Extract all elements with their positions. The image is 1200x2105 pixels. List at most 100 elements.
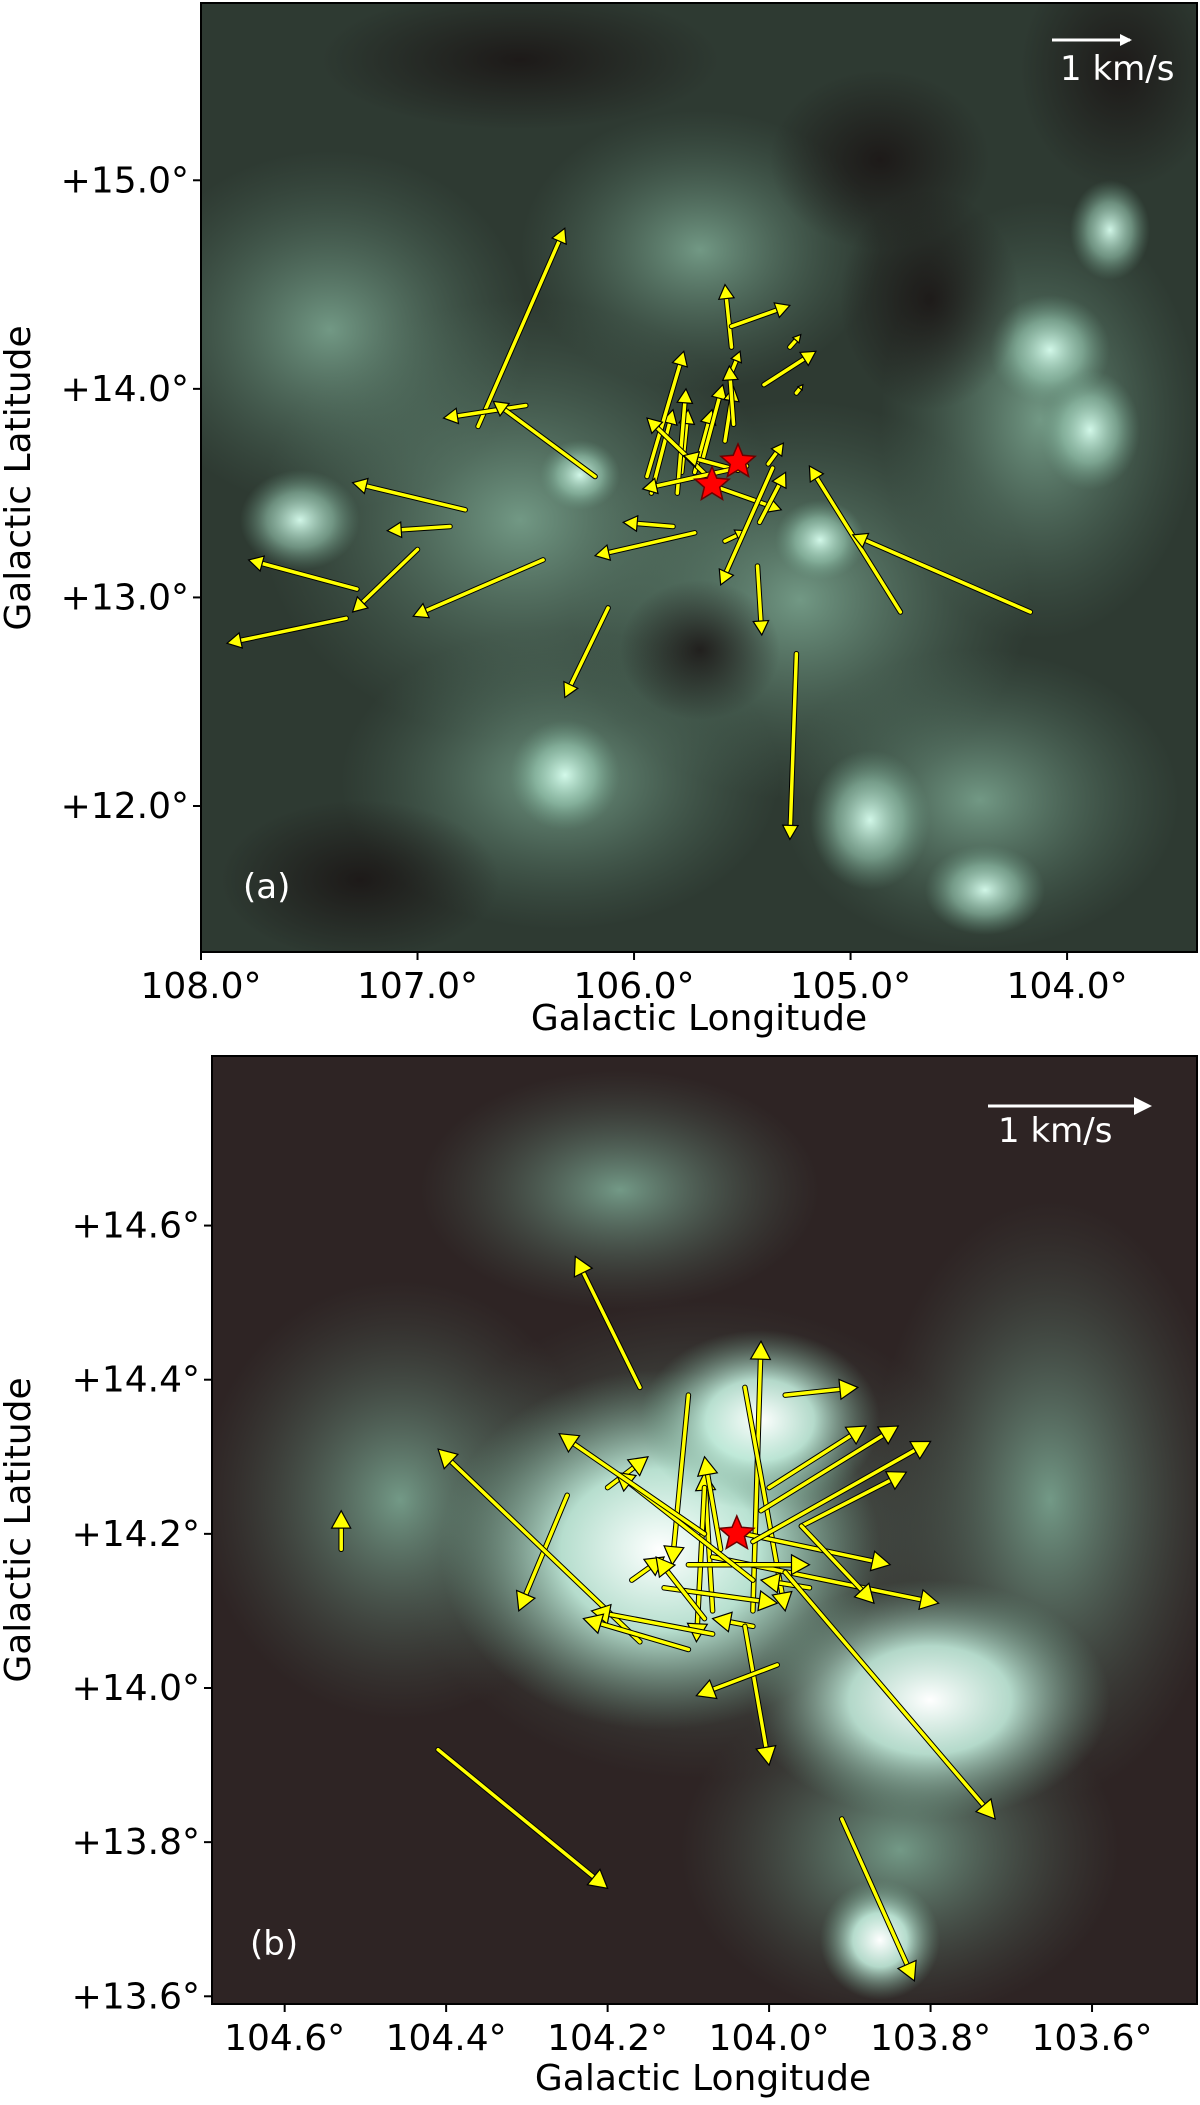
arrow-head [896, 1959, 917, 1983]
arrow-head [437, 1448, 460, 1470]
arrow-head [717, 283, 736, 301]
velocity-arrow [385, 521, 453, 539]
arrow-shaft [581, 1270, 642, 1390]
arrow-head [773, 302, 792, 319]
arrow-shaft [751, 1357, 763, 1613]
velocity-arrow [782, 1569, 997, 1820]
arrow-shaft [762, 357, 806, 387]
panel-a-frame [200, 2, 1198, 953]
arrow-shaft [607, 1612, 715, 1636]
arrow-head [550, 227, 567, 246]
panel-b-axes: 104.6° 104.4° 104.2° 104.0° 103.8° 103.6° +14.… [72, 1206, 1153, 2059]
velocity-arrow [752, 563, 770, 637]
arrow-head [771, 471, 787, 490]
velocity-arrow [515, 1492, 570, 1613]
arrow-head [796, 383, 804, 392]
arrow-head [695, 1678, 718, 1700]
panel-b-ytick-label: +14.0° [72, 1668, 200, 1709]
velocity-arrow [351, 546, 421, 613]
velocity-arrow [644, 350, 689, 480]
arrow-shaft [743, 1624, 768, 1750]
scale-bar-arrowhead [1134, 1097, 1152, 1115]
scale-bar-arrowhead [1120, 34, 1132, 46]
arrow-shaft [788, 651, 799, 828]
arrow-shaft [755, 564, 763, 623]
arrow-head [330, 1509, 352, 1529]
arrow-head [593, 543, 612, 561]
arrow-head [838, 1378, 860, 1401]
arrow-shaft [360, 547, 420, 605]
arrow-shaft [724, 296, 734, 349]
velocity-arrow [717, 283, 736, 350]
velocity-arrow [787, 333, 802, 350]
arrow-head [621, 514, 639, 533]
velocity-arrow [475, 227, 567, 430]
panel-a-xtick-label: 104.0° [1007, 966, 1128, 1007]
arrow-shaft [630, 1565, 652, 1582]
arrow-head [749, 1339, 772, 1361]
scale-bar-label: 1 km/s [998, 1111, 1112, 1151]
arrow-shaft [476, 239, 561, 429]
panel-a-xtick-label: 107.0° [357, 966, 478, 1007]
arrow-head [563, 680, 579, 699]
velocity-arrow [742, 1623, 777, 1767]
arrow-shaft [399, 524, 452, 532]
arrow-head [869, 1550, 892, 1572]
velocity-arrow [593, 530, 698, 561]
arrow-head [558, 1432, 581, 1454]
arrow-head [771, 1590, 793, 1613]
arrow-head [721, 364, 740, 382]
velocity-arrow [492, 400, 598, 480]
arrow-shaft [635, 521, 675, 529]
arrow-shaft [569, 606, 610, 687]
arrow-shaft [705, 1472, 723, 1552]
panel-b-ytick-label: +13.6° [72, 1976, 200, 2017]
arrow-head [918, 1588, 940, 1611]
arrow-shaft [840, 1817, 909, 1967]
star-marker [717, 1513, 756, 1550]
arrow-shaft [436, 1747, 596, 1879]
arrow-shaft [238, 616, 348, 643]
panel-b-xtick-label: 104.0° [709, 2018, 830, 2059]
panel-b-xtick-label: 103.6° [1032, 2018, 1153, 2059]
panel-b-xtick-label: 104.4° [386, 2018, 507, 2059]
velocity-arrow [750, 1440, 932, 1545]
arrow-head [682, 450, 701, 468]
panel-b-label: (b) [250, 1924, 298, 1964]
panel-a-xtick-label: 105.0° [790, 966, 911, 1007]
panel-a-star-markers [693, 441, 757, 501]
velocity-arrow [412, 557, 546, 619]
arrow-shaft [524, 1493, 569, 1597]
arrow-shaft [757, 482, 781, 525]
velocity-arrow [696, 1455, 724, 1553]
arrow-head [755, 1744, 777, 1767]
velocity-arrow [781, 650, 800, 841]
arrow-shaft [815, 476, 903, 614]
arrow-shaft [783, 1387, 842, 1397]
arrow-shaft [424, 558, 545, 613]
arrow-head [791, 333, 802, 345]
arrow-shaft [723, 533, 739, 543]
arrow-shaft [794, 386, 802, 395]
arrow-head [844, 1425, 868, 1446]
velocity-arrow [582, 1613, 692, 1653]
arrow-head [351, 595, 370, 613]
panel-a-label: (a) [243, 867, 290, 907]
arrow-head [729, 350, 743, 364]
panel-a-xlabel: Galactic Longitude [531, 998, 867, 1039]
panel-b-ytick-label: +13.8° [72, 1822, 200, 1863]
velocity-arrow [351, 477, 468, 513]
scale-bar-label: 1 km/s [1060, 49, 1174, 89]
arrow-shaft [743, 1385, 784, 1595]
arrow-shaft [743, 1532, 875, 1563]
arrow-shaft [783, 1570, 986, 1808]
arrow-head [757, 1589, 779, 1612]
arrow-shaft [751, 1448, 917, 1544]
arrow-shaft [799, 1524, 864, 1592]
arrow-shaft [759, 1433, 885, 1513]
arrow-head [798, 350, 817, 367]
panel-a-xtick-label: 106.0° [574, 966, 695, 1007]
arrow-shaft [679, 421, 689, 475]
arrow-head [696, 1455, 719, 1477]
arrow-head [781, 824, 800, 841]
